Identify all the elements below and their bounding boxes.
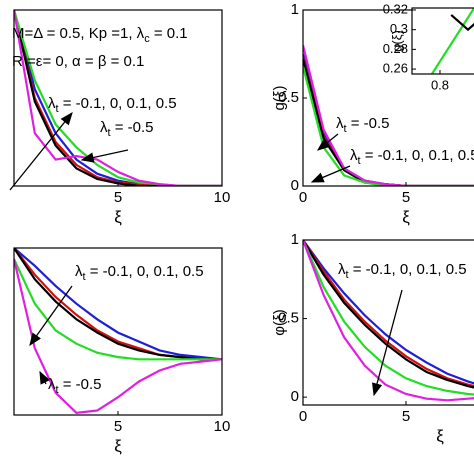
y-axis-label: φ(ξ) xyxy=(271,309,288,335)
annotation: λt = -0.1, 0, 0.1, 0.5 xyxy=(48,95,177,115)
x-axis-label: ξ xyxy=(114,436,122,455)
annotation-part: λ xyxy=(350,147,358,164)
series-line xyxy=(303,240,474,385)
annotation: M=Δ = 0.5, Kp =1, λc = 0.1 xyxy=(12,25,188,45)
series-line xyxy=(303,240,474,389)
annotation-part: = 0.1 xyxy=(150,25,188,42)
series-line xyxy=(303,44,474,186)
series-line xyxy=(14,10,222,186)
y-tick-label: 0.3 xyxy=(390,21,408,36)
series-line xyxy=(14,248,222,361)
arrow xyxy=(371,289,403,397)
lines xyxy=(303,240,474,402)
annotation-part: M=Δ = 0.5, Kp =1, λ xyxy=(12,25,145,42)
arrow xyxy=(29,285,73,347)
y-tick-label: 0.5 xyxy=(278,310,299,327)
y-tick-label: 0 xyxy=(291,388,299,405)
annotation: λt = -0.1, 0, 0.1, 0.5 xyxy=(350,147,474,167)
annotation: λt = -0.5 xyxy=(336,115,390,135)
series-line xyxy=(303,59,474,186)
y-tick-label: 1 xyxy=(291,231,299,248)
arrow xyxy=(310,165,351,183)
y-tick-label: 1 xyxy=(291,1,299,18)
arrows xyxy=(9,111,403,397)
series-line xyxy=(303,240,474,388)
annotation-part: t xyxy=(358,155,361,167)
annotation-part: t xyxy=(83,271,86,283)
x-axis-label: ξ xyxy=(402,207,410,226)
panel: 0 5 0 0.5 1 ξ φ(ξ) λt = -0.1, 0, 0.1, 0.5 xyxy=(271,231,474,445)
y-axis-label: g(ξ) xyxy=(389,30,404,52)
annotation-part: R =ε= 0, α = β = 0.1 xyxy=(12,53,144,70)
annotation: λt = -0.5 xyxy=(48,376,102,396)
annotation-part: λ xyxy=(336,115,344,132)
series-line xyxy=(430,8,474,74)
series-line xyxy=(14,258,222,414)
series-line xyxy=(14,248,222,361)
arrow xyxy=(316,133,339,151)
x-tick-label: 10 xyxy=(214,189,231,206)
annotation-part: λ xyxy=(48,376,56,393)
y-axis-label: g(ξ) xyxy=(271,85,288,110)
lines xyxy=(14,248,222,414)
series-line xyxy=(14,10,222,186)
annotation-part: t xyxy=(344,123,347,135)
lines xyxy=(303,44,474,186)
annotation-part: = -0.1, 0, 0.1, 0.5 xyxy=(86,263,204,280)
annotation-part: = -0.1, 0, 0.1, 0.5 xyxy=(349,261,467,278)
annotation: λt = -0.5 xyxy=(100,119,154,139)
x-tick-label: 0.8 xyxy=(431,77,449,92)
x-axis-label: ξ xyxy=(114,207,122,226)
arrow xyxy=(39,370,50,385)
annotation-part: = -0.5 xyxy=(59,376,102,393)
series-line xyxy=(303,66,474,186)
arrow xyxy=(80,149,129,163)
x-tick-label: 0 xyxy=(299,408,307,425)
annotation: λt = -0.1, 0, 0.1, 0.5 xyxy=(75,263,204,283)
annotation-part: c xyxy=(144,33,150,45)
annotation-part: t xyxy=(56,103,59,115)
x-tick-label: 10 xyxy=(214,418,231,435)
panel: 5 10 ξ M=Δ = 0.5, Kp =1, λc = 0.1 R =ε= 0, α… xyxy=(12,9,231,226)
series-line xyxy=(303,240,474,402)
x-tick-label: 0 xyxy=(299,189,307,206)
y-tick-label: 0 xyxy=(291,177,299,194)
x-tick-label: 5 xyxy=(402,408,410,425)
annotation-part: λ xyxy=(338,261,346,278)
inset-background xyxy=(412,8,474,74)
annotation-part: = -0.1, 0, 0.1, 0.5 xyxy=(59,95,177,112)
annotation-part: t xyxy=(56,384,59,396)
panel: 0.8 0.26 0.28 0.3 0.32 g(ξ) xyxy=(383,1,474,92)
axes-frame xyxy=(411,7,474,75)
series-line xyxy=(14,258,222,361)
annotation-part: t xyxy=(108,127,111,139)
y-tick-label: 0.5 xyxy=(278,89,299,106)
y-tick-label: 0.26 xyxy=(383,61,408,76)
annotation: R =ε= 0, α = β = 0.1 xyxy=(12,53,144,70)
x-tick-label: 5 xyxy=(114,418,122,435)
annotation-part: = -0.1, 0, 0.1, 0.5 xyxy=(361,147,474,164)
annotation-part: λ xyxy=(48,95,56,112)
series-line xyxy=(14,10,222,186)
x-tick-label: 5 xyxy=(402,189,410,206)
annotation-part: λ xyxy=(75,263,83,280)
y-tick-label: 0.32 xyxy=(383,1,408,16)
annotation-part: λ xyxy=(100,119,108,136)
x-axis-label: ξ xyxy=(436,426,444,445)
arrow xyxy=(9,111,73,191)
x-tick-label: 5 xyxy=(114,189,122,206)
annotation-part: = -0.5 xyxy=(347,115,390,132)
annotation-part: = -0.5 xyxy=(111,119,154,136)
annotation-part: t xyxy=(346,269,349,281)
annotation: λt = -0.1, 0, 0.1, 0.5 xyxy=(338,261,467,281)
series-line xyxy=(303,240,474,396)
y-tick-label: 0.28 xyxy=(383,41,408,56)
